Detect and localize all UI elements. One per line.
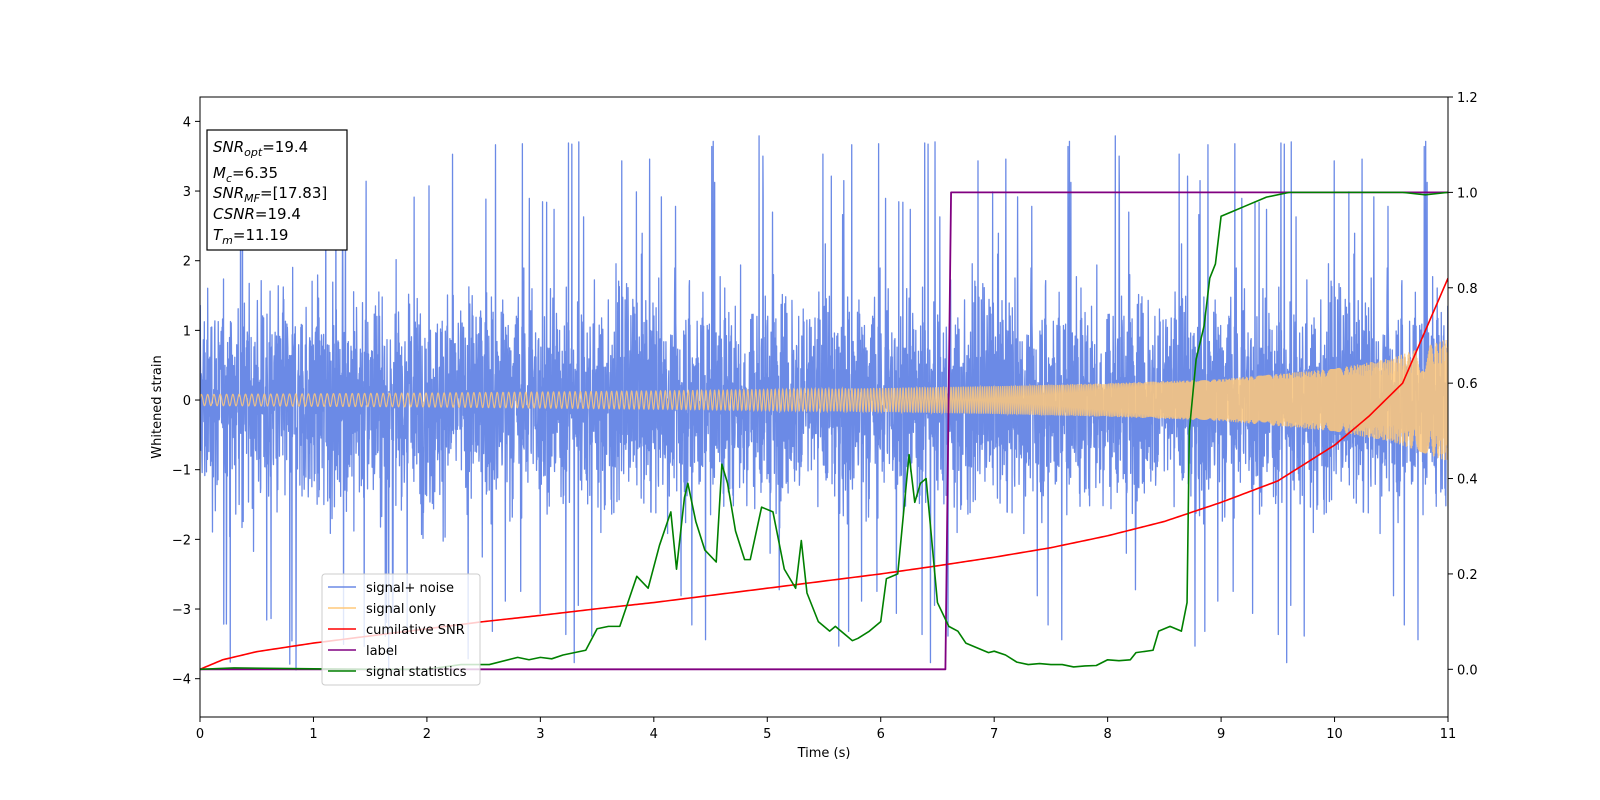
x-tick-label: 2 xyxy=(423,727,431,742)
legend-label: cumilative SNR xyxy=(366,623,465,638)
series-signal-only xyxy=(200,340,1448,461)
y2-tick-label: 1.2 xyxy=(1457,91,1478,106)
y-tick-label: 0 xyxy=(183,394,191,409)
y-tick-label: 3 xyxy=(183,185,191,200)
annotation-line: Mc=6.35 xyxy=(213,164,278,185)
y-tick-label: 1 xyxy=(183,324,191,339)
legend: signal+ noise signal only cumilative SNR la… xyxy=(321,573,481,686)
annotation-line: CSNR=19.4 xyxy=(213,205,301,223)
annotation-symbol: CSNR xyxy=(213,205,255,223)
annotation-subscript: c xyxy=(226,172,232,185)
y-axis: −4 −3 −2 −1 0 1 2 3 4 xyxy=(172,115,200,688)
y2-tick-label: 0.2 xyxy=(1457,568,1478,583)
annotation-box: SNRopt=19.4Mc=6.35SNRMF=[17.83]CSNR=19.4… xyxy=(206,129,348,251)
x-tick-label: 5 xyxy=(763,727,771,742)
y2-tick-label: 0.8 xyxy=(1457,282,1478,297)
annotation-frame xyxy=(206,129,348,251)
annotation-subscript: m xyxy=(222,234,233,247)
legend-label: signal statistics xyxy=(366,665,467,680)
x-tick-label: 1 xyxy=(309,727,317,742)
annotation-line: SNRopt=19.4 xyxy=(213,138,308,159)
annotation-subscript: opt xyxy=(244,146,263,159)
x-tick-label: 6 xyxy=(877,727,885,742)
y2-tick-label: 0.4 xyxy=(1457,473,1478,488)
plot-frame xyxy=(199,96,1449,718)
x-tick-label: 10 xyxy=(1326,727,1343,742)
annotation-line: Tm=11.19 xyxy=(213,226,288,247)
annotation-value: =[17.83] xyxy=(260,184,327,202)
annotation-symbol: SNR xyxy=(213,184,244,202)
legend-label: signal only xyxy=(366,602,436,617)
annotation-symbol: M xyxy=(213,164,226,182)
x-tick-label: 11 xyxy=(1440,727,1457,742)
x-axis-title: Time (s) xyxy=(797,746,851,761)
legend-label: signal+ noise xyxy=(366,581,454,596)
y-tick-label: −3 xyxy=(172,603,191,618)
annotation-symbol: T xyxy=(213,226,224,244)
annotation-value: =19.4 xyxy=(255,205,301,223)
x-axis: 0 1 2 3 4 5 6 7 8 9 10 11 xyxy=(196,717,1456,742)
y2-tick-label: 1.0 xyxy=(1457,186,1478,201)
series-signal-statistics xyxy=(200,191,1448,671)
annotation-subscript: MF xyxy=(244,192,260,205)
y2-axis: 0.0 0.2 0.4 0.6 0.8 1.0 1.2 xyxy=(1448,91,1478,678)
legend-label: label xyxy=(366,644,397,659)
annotation-line: SNRMF=[17.83] xyxy=(213,184,327,205)
legend-frame xyxy=(321,573,481,686)
x-tick-label: 4 xyxy=(650,727,658,742)
series-label xyxy=(200,191,1448,671)
y2-tick-label: 0.0 xyxy=(1457,663,1478,678)
x-tick-label: 3 xyxy=(536,727,544,742)
annotation-symbol: SNR xyxy=(213,138,244,156)
annotation-value: =6.35 xyxy=(232,164,278,182)
annotation-value: =11.19 xyxy=(233,226,289,244)
y-axis-title: Whitened strain xyxy=(150,355,165,458)
y-tick-label: −1 xyxy=(172,464,191,479)
x-tick-label: 7 xyxy=(990,727,998,742)
y2-tick-label: 0.6 xyxy=(1457,377,1478,392)
y-tick-label: 4 xyxy=(183,115,191,130)
x-tick-label: 8 xyxy=(1103,727,1111,742)
y-tick-label: −4 xyxy=(172,673,191,688)
x-tick-label: 9 xyxy=(1217,727,1225,742)
x-tick-label: 0 xyxy=(196,727,204,742)
annotation-value: =19.4 xyxy=(262,138,308,156)
y-tick-label: 2 xyxy=(183,255,191,270)
y-tick-label: −2 xyxy=(172,533,191,548)
